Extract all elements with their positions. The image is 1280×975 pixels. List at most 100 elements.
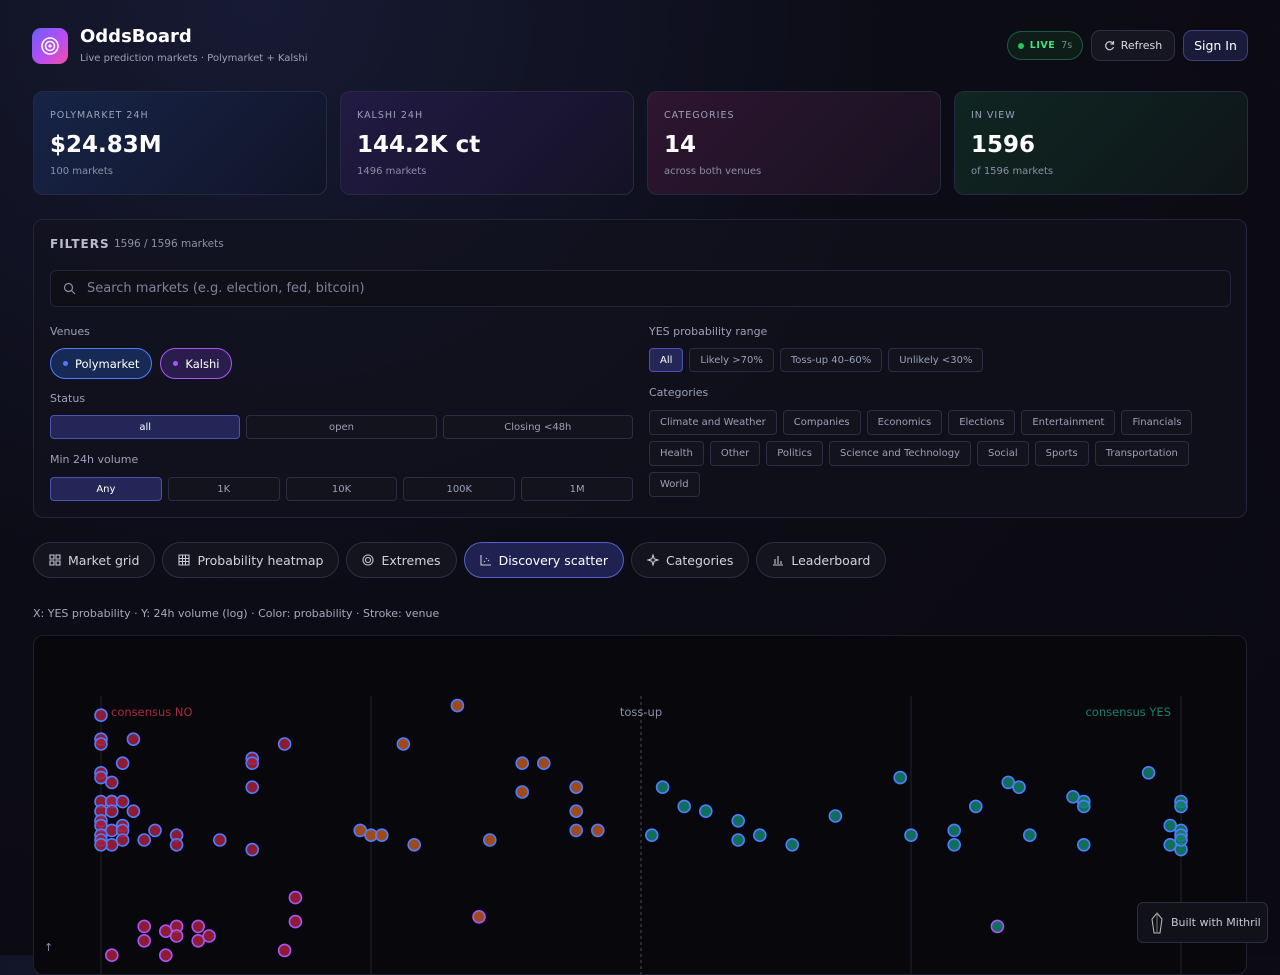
market-point (1174, 833, 1188, 847)
market-point (137, 919, 151, 934)
category-chip[interactable]: Social (976, 441, 1029, 466)
status-button[interactable]: open (246, 415, 437, 439)
market-point (245, 780, 259, 794)
venue-toggle[interactable]: Polymarket (50, 348, 153, 379)
category-chip[interactable]: Health (649, 441, 704, 466)
volume-button[interactable]: Any (50, 477, 162, 501)
volume-button[interactable]: 100K (403, 477, 516, 501)
sign-in-button[interactable]: Sign In (1183, 30, 1248, 61)
tab-icon (773, 556, 784, 566)
tab-icon (362, 554, 374, 566)
view-tab[interactable]: Market grid (33, 542, 156, 578)
category-chip[interactable]: Companies (782, 410, 861, 435)
market-point (752, 828, 767, 842)
category-chip[interactable]: Entertainment (1021, 410, 1116, 435)
logo (32, 28, 68, 64)
categories-label: Categories (649, 386, 709, 399)
market-point (569, 804, 584, 818)
market-point (947, 838, 962, 852)
category-chip[interactable]: Politics (766, 441, 824, 466)
market-point (1077, 838, 1091, 852)
tab-label: Categories (665, 552, 734, 568)
prob-button[interactable]: All (649, 348, 684, 372)
prob-button[interactable]: Unlikely <30% (888, 348, 984, 372)
tab-label: Extremes (381, 552, 441, 568)
refresh-button[interactable]: Refresh (1091, 30, 1175, 61)
search-box[interactable]: Search markets (e.g. election, fed, bitc… (50, 270, 1231, 307)
view-tab[interactable]: Leaderboard (756, 542, 887, 578)
stat-value: 1596 (971, 132, 1036, 158)
market-point (590, 823, 605, 838)
category-chip[interactable]: Financials (1121, 410, 1193, 435)
category-chip[interactable]: Economics (866, 410, 943, 435)
market-point (569, 780, 584, 794)
market-point (126, 804, 141, 818)
app-subtitle: Live prediction markets · Polymarket + K… (80, 53, 308, 64)
label-consensus-no: consensus NO (111, 705, 193, 719)
venue-label: Polymarket (75, 356, 140, 371)
stat-label: CATEGORIES (664, 110, 735, 121)
view-tab[interactable]: Extremes (346, 542, 457, 578)
prob-buttons: All Likely >70% Toss-up 40–60% Unlikely <30… (649, 348, 984, 372)
view-tabs: Market grid Probability heatmap Extremes Di… (33, 542, 887, 578)
stat-value: $24.83M (50, 132, 162, 158)
market-point (450, 698, 465, 713)
category-chip[interactable]: Other (709, 441, 761, 466)
market-point (245, 756, 259, 770)
volume-button[interactable]: 10K (285, 477, 398, 501)
market-point (126, 732, 141, 746)
market-point (1174, 799, 1188, 814)
category-chip[interactable]: World (649, 472, 700, 497)
category-chip[interactable]: Transportation (1094, 441, 1189, 466)
view-tab[interactable]: Probability heatmap (162, 542, 340, 578)
sign-in-label: Sign In (1194, 38, 1237, 53)
market-point (277, 737, 292, 751)
live-dot (1017, 42, 1024, 49)
market-point (1077, 799, 1091, 814)
market-point (115, 756, 130, 770)
view-tab[interactable]: Categories (630, 542, 750, 578)
category-chip[interactable]: Science and Technology (829, 441, 971, 466)
venues-label: Venues (50, 325, 90, 338)
market-point (893, 770, 908, 785)
stat-sub: 100 markets (50, 166, 113, 177)
volume-button[interactable]: 1K (167, 477, 280, 501)
refresh-label: Refresh (1120, 39, 1163, 52)
live-age: 7s (1061, 40, 1073, 51)
market-point (731, 833, 746, 847)
market-point (515, 756, 530, 770)
market-point (785, 838, 800, 852)
market-point (245, 842, 259, 857)
axis-arrow: ↑ (44, 941, 53, 954)
stat-sub: of 1596 markets (971, 166, 1054, 177)
view-tab[interactable]: Discovery scatter (463, 542, 624, 578)
prob-button[interactable]: Toss-up 40–60% (779, 348, 883, 372)
venue-toggle[interactable]: Kalshi (160, 348, 233, 379)
market-point (407, 838, 422, 852)
filters-panel: FILTERS 1596 / 1596 markets Search marke… (33, 219, 1247, 518)
volume-button[interactable]: 1M (521, 477, 633, 501)
category-chip[interactable]: Elections (948, 410, 1016, 435)
prob-button[interactable]: Likely >70% (689, 348, 774, 372)
filters-count: 1596 / 1596 markets (114, 238, 224, 250)
venue-dot (173, 361, 179, 366)
status-button[interactable]: Closing <48h (442, 415, 633, 439)
venue-toggles: Polymarket Kalshi (50, 348, 233, 379)
market-point (569, 823, 584, 838)
market-point (288, 914, 303, 929)
scatter-caption: X: YES probability · Y: 24h volume (log)… (33, 607, 440, 620)
market-point (698, 804, 713, 818)
filters-title: FILTERS (50, 237, 110, 251)
scatter-plot: ↑ consensus NO toss-up consensus YES (44, 696, 1188, 974)
category-chip[interactable]: Climate and Weather (649, 410, 777, 435)
market-point (655, 780, 670, 794)
stat-sub: across both venues (664, 166, 762, 177)
market-point (828, 809, 843, 823)
category-chip[interactable]: Sports (1034, 441, 1089, 466)
label-toss-up: toss-up (620, 705, 662, 719)
status-button[interactable]: all (50, 415, 241, 439)
market-point (968, 799, 983, 814)
status-buttons: all open Closing <48h (50, 415, 633, 439)
built-with-badge[interactable]: Built with Mithril (1137, 902, 1268, 943)
